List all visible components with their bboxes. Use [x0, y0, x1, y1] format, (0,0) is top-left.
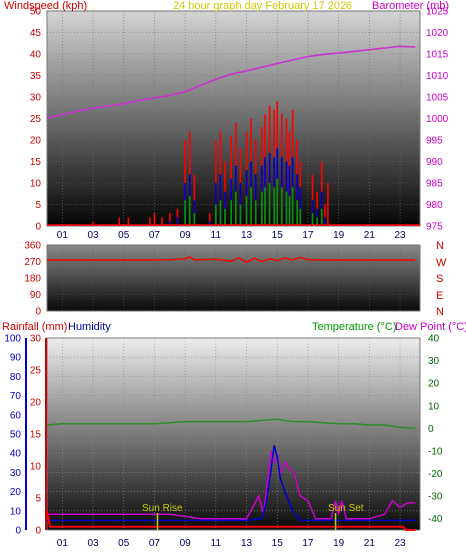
rain-y-tick: 30 [30, 334, 42, 345]
graph-date-title: 24 hour graph day February 17 2026 [173, 0, 352, 12]
wind-x-tick: 19 [333, 230, 345, 241]
temp-x-tick: 21 [364, 538, 376, 549]
wind-x-tick: 05 [118, 230, 130, 241]
humidity-y-tick: 40 [10, 449, 22, 460]
humidity-title: Humidity [68, 321, 111, 333]
wind-y-tick: 30 [30, 93, 42, 104]
temp-y-tick: 30 [428, 356, 440, 367]
temp-x-tick: 11 [211, 538, 222, 549]
wind-y-tick: 40 [30, 50, 42, 61]
compass-n-top: N [436, 240, 444, 252]
barometer-y-tick: 980 [426, 200, 443, 211]
direction-y-tick: 90 [30, 290, 42, 301]
humidity-y-tick: 60 [10, 410, 22, 421]
compass-s: S [436, 273, 443, 285]
temp-x-tick: 05 [118, 538, 130, 549]
barometer-y-tick: 1025 [426, 7, 449, 18]
temp-x-tick: 13 [241, 538, 253, 549]
humidity-y-tick: 20 [10, 487, 22, 498]
wind-x-tick: 23 [394, 230, 406, 241]
direction-y-tick: 270 [24, 257, 41, 268]
direction-y-tick: 0 [35, 307, 41, 318]
direction-y-tick: 360 [24, 241, 41, 252]
wind-x-tick: 15 [272, 230, 284, 241]
humidity-line [47, 445, 416, 522]
temp-x-tick: 01 [57, 538, 69, 549]
wind-x-tick: 17 [302, 230, 314, 241]
temperature-title: Temperature (°C) [312, 321, 396, 333]
barometer-y-tick: 1020 [426, 28, 449, 39]
wind-x-tick: 09 [180, 230, 192, 241]
temp-x-tick: 09 [180, 538, 192, 549]
humidity-y-tick: 100 [4, 334, 21, 345]
wind-x-tick: 13 [241, 230, 253, 241]
humidity-y-tick: 70 [10, 391, 22, 402]
temp-y-tick: -20 [428, 469, 443, 480]
barometer-y-tick: 990 [426, 157, 443, 168]
wind-x-tick: 03 [87, 230, 99, 241]
barometer-y-tick: 1015 [426, 50, 449, 61]
wind-y-tick: 45 [30, 28, 42, 39]
temp-y-tick: 40 [428, 334, 440, 345]
temp-x-tick: 17 [302, 538, 314, 549]
wind-y-tick: 35 [30, 71, 42, 82]
temp-y-tick: 0 [428, 424, 434, 435]
wind-y-tick: 50 [30, 7, 42, 18]
sunrise-label: Sun Rise [142, 503, 183, 514]
rainfall-title: Rainfall (mm) [2, 321, 67, 333]
dewpoint-title: Dew Point (°C) [395, 321, 466, 333]
rain-y-tick: 15 [30, 430, 42, 441]
wind-x-tick: 01 [57, 230, 69, 241]
rain-y-tick: 0 [35, 526, 41, 537]
barometer-y-tick: 985 [426, 179, 443, 190]
compass-w: W [436, 257, 447, 269]
temp-y-tick: 20 [428, 379, 440, 390]
rainfall-line [46, 510, 416, 531]
barometer-y-tick: 1000 [426, 114, 449, 125]
temp-y-tick: -30 [428, 492, 443, 503]
wind-x-tick: 21 [364, 230, 376, 241]
wind-y-tick: 0 [35, 222, 41, 233]
temp-x-tick: 07 [149, 538, 161, 549]
temp-y-tick: -40 [428, 514, 443, 525]
humidity-y-tick: 90 [10, 353, 22, 364]
temp-y-tick: -10 [428, 446, 443, 457]
wind-title: Windspeed (kph) [4, 0, 87, 12]
wind-y-tick: 25 [30, 114, 42, 125]
temp-y-tick: 10 [428, 401, 440, 412]
barometer-y-tick: 975 [426, 222, 443, 233]
temp-x-tick: 23 [394, 538, 406, 549]
humidity-y-tick: 80 [10, 372, 22, 383]
barometer-line [46, 45, 416, 119]
barometer-y-tick: 995 [426, 136, 443, 147]
sunset-label: Sun Set [328, 503, 364, 514]
compass-n-bottom: N [436, 306, 444, 318]
humidity-y-tick: 0 [15, 526, 21, 537]
wind-y-tick: 15 [30, 157, 42, 168]
barometer-y-tick: 1005 [426, 93, 449, 104]
direction-y-tick: 180 [24, 274, 41, 285]
rain-y-tick: 25 [30, 366, 42, 377]
compass-e: E [436, 290, 443, 302]
humidity-y-tick: 50 [10, 430, 22, 441]
temp-x-tick: 03 [87, 538, 99, 549]
wind-y-tick: 10 [30, 179, 42, 190]
temp-x-tick: 15 [272, 538, 284, 549]
wind-x-tick: 07 [149, 230, 161, 241]
wind-y-tick: 20 [30, 136, 42, 147]
direction-line [47, 256, 416, 264]
wind-x-tick: 11 [211, 230, 222, 241]
temp-x-tick: 19 [333, 538, 345, 549]
humidity-y-tick: 10 [10, 506, 22, 517]
wind-y-tick: 5 [35, 200, 41, 211]
rain-y-tick: 20 [30, 398, 42, 409]
temperature-line [46, 418, 416, 430]
barometer-y-tick: 1010 [426, 71, 449, 82]
rain-y-tick: 10 [30, 462, 42, 473]
rain-y-tick: 5 [35, 494, 41, 505]
barometer-title: Barometer (mb) [372, 0, 449, 12]
humidity-y-tick: 30 [10, 468, 22, 479]
